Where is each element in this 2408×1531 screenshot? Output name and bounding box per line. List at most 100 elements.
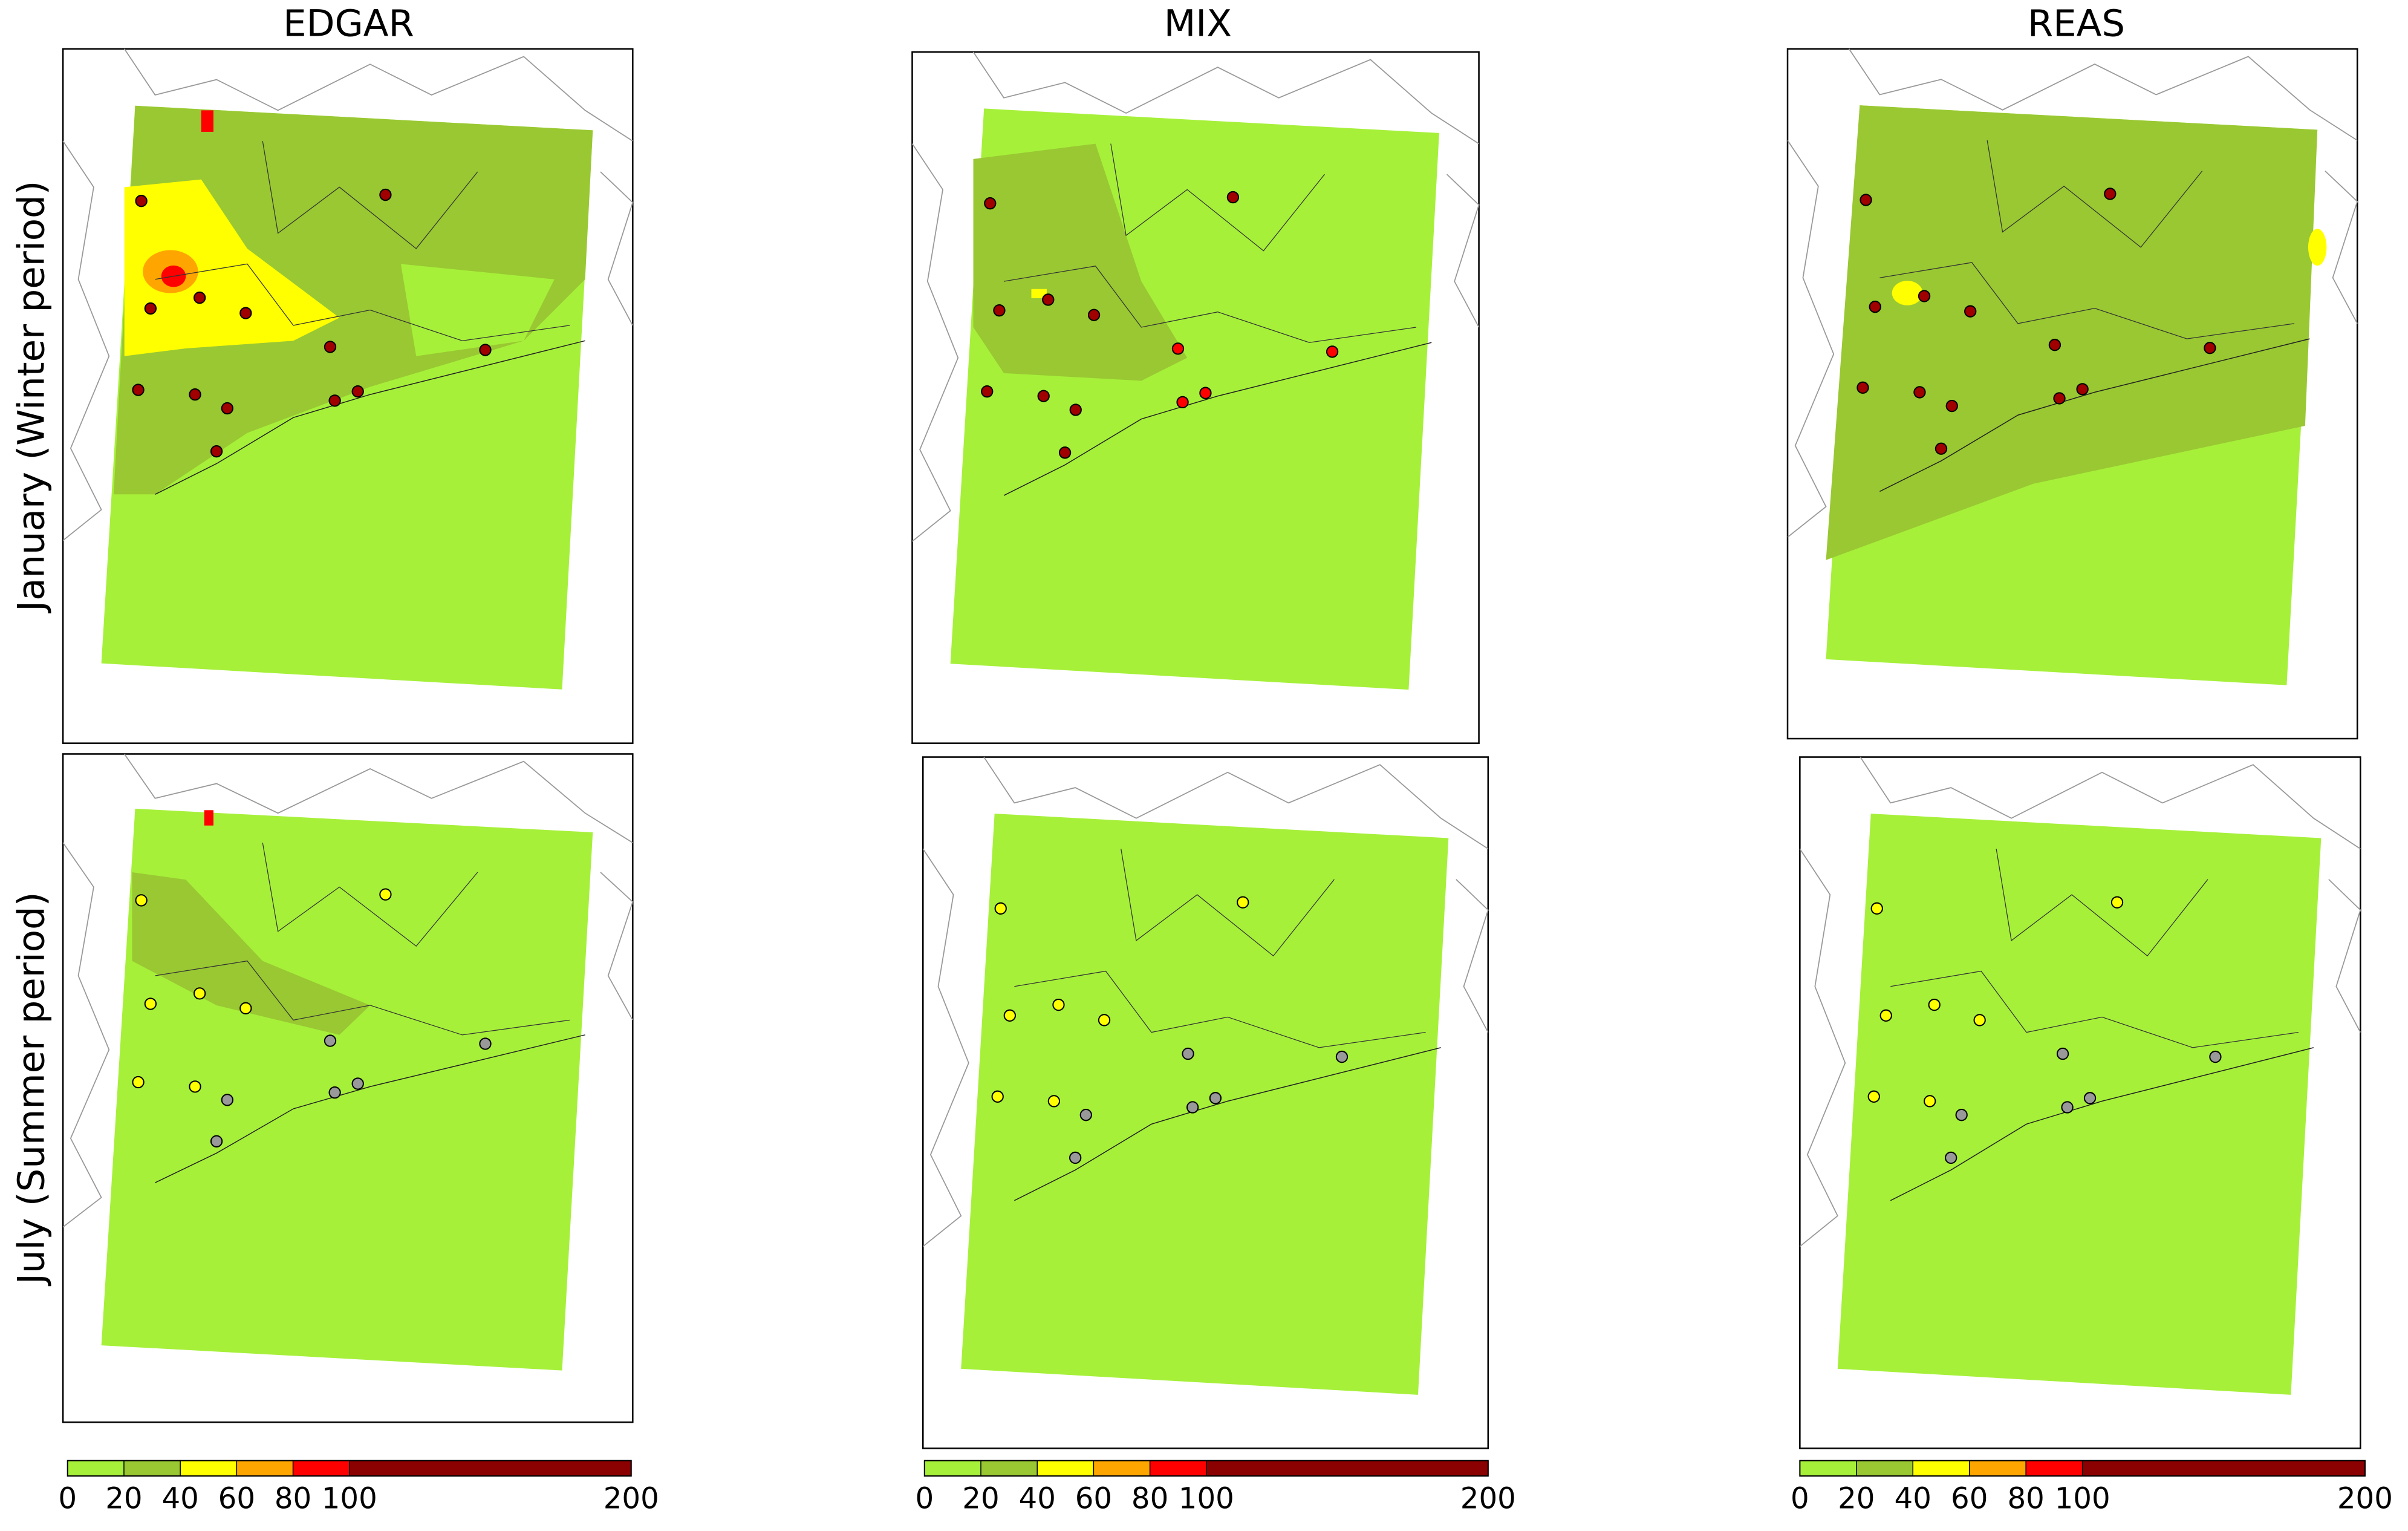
station (1973, 1014, 1986, 1027)
station (135, 894, 148, 907)
colorbar-tick-label: 20 (962, 1482, 999, 1516)
station (1226, 191, 1240, 204)
boundary (1014, 970, 1426, 1048)
colorbar-tick-label: 60 (218, 1482, 255, 1516)
map-panel (911, 51, 1480, 744)
station (479, 1037, 492, 1050)
border-line (2325, 170, 2358, 324)
station (1326, 345, 1339, 358)
colorbar-segment (924, 1460, 981, 1477)
station (351, 1077, 364, 1090)
station (2076, 383, 2089, 396)
station (2083, 1092, 2097, 1105)
high-area (113, 105, 593, 495)
colorbar-tick-label: 20 (1838, 1482, 1875, 1516)
station (2048, 339, 2061, 351)
station (132, 1076, 145, 1089)
station (981, 385, 994, 398)
border-line (600, 872, 634, 1020)
colorbar-segment (1206, 1460, 1488, 1477)
column-title: REAS (2028, 2, 2125, 45)
hot-spot (2308, 229, 2327, 266)
boundary (1110, 143, 1325, 252)
station (2104, 188, 2117, 200)
station (1335, 1050, 1349, 1063)
station (328, 1086, 341, 1099)
colorbar-tick-label: 80 (275, 1482, 311, 1516)
station (1042, 293, 1055, 306)
border-line (972, 51, 1480, 145)
station (1924, 1095, 1936, 1108)
station (379, 188, 392, 201)
colorbar-tick-label: 200 (1460, 1482, 1516, 1516)
map-panel (62, 48, 634, 744)
map-panel (1799, 756, 2361, 1449)
colorbar-tick-label: 100 (2055, 1482, 2110, 1516)
map-panel (1786, 48, 2358, 740)
colorbar-segment (293, 1460, 350, 1477)
row-label: July (Summer period) (10, 892, 53, 1287)
colorbar-tick-label: 40 (1019, 1482, 1056, 1516)
station (2061, 1101, 2074, 1114)
station (1052, 998, 1065, 1011)
station (144, 997, 157, 1010)
colorbar-segment (1913, 1460, 1970, 1477)
station (221, 402, 234, 415)
station (132, 384, 145, 396)
colorbar-tick-label: 0 (1791, 1482, 1809, 1516)
colorbar-tick-label: 40 (161, 1482, 198, 1516)
map-panel (922, 756, 1489, 1449)
colorbar-tick-label: 200 (604, 1482, 659, 1516)
station (328, 394, 341, 407)
station (1860, 194, 1872, 206)
station (193, 292, 206, 304)
colorbar-segment (349, 1460, 631, 1477)
colorbar-segment (1093, 1460, 1150, 1477)
border-line (983, 757, 1489, 849)
colorbar-tick-label: 0 (915, 1482, 934, 1516)
station (479, 344, 492, 356)
colorbar-tick-label: 200 (2337, 1482, 2393, 1516)
border-line (911, 143, 959, 542)
border-line (1456, 879, 1489, 1033)
station (1058, 446, 1072, 459)
station (991, 1090, 1004, 1103)
station (984, 197, 997, 210)
station (1955, 1108, 1968, 1121)
hot-spot (204, 810, 213, 826)
station (2056, 1047, 2069, 1060)
station (135, 195, 148, 207)
coastline (1890, 1047, 2314, 1201)
station (1186, 1101, 1199, 1114)
station (210, 445, 223, 458)
high-area (124, 179, 340, 356)
station (1945, 1151, 1957, 1164)
border-line (62, 140, 110, 541)
border-line (1799, 848, 1846, 1247)
boundary (1121, 849, 1335, 957)
station (1935, 442, 1948, 455)
station (221, 1094, 234, 1106)
coastline (1014, 1047, 1441, 1201)
station (144, 302, 157, 315)
colorbar-segment (123, 1460, 181, 1477)
border-line (1848, 48, 2358, 141)
border-line (922, 848, 969, 1247)
hot-spot (201, 110, 213, 132)
border-line (1860, 757, 2361, 849)
station (1945, 399, 1958, 413)
colorbar-segment (1856, 1460, 1913, 1477)
station (189, 1080, 201, 1093)
boundary (1987, 140, 2203, 248)
colorbar-segment (1800, 1460, 1856, 1477)
station (1069, 1151, 1082, 1164)
colorbar-tick-label: 60 (1075, 1482, 1112, 1516)
border-line (123, 48, 633, 142)
station (1087, 308, 1101, 321)
station (239, 1002, 252, 1014)
row-label: January (Winter period) (10, 181, 53, 614)
boundary (262, 842, 478, 947)
station (324, 1034, 337, 1047)
station (1171, 342, 1185, 355)
